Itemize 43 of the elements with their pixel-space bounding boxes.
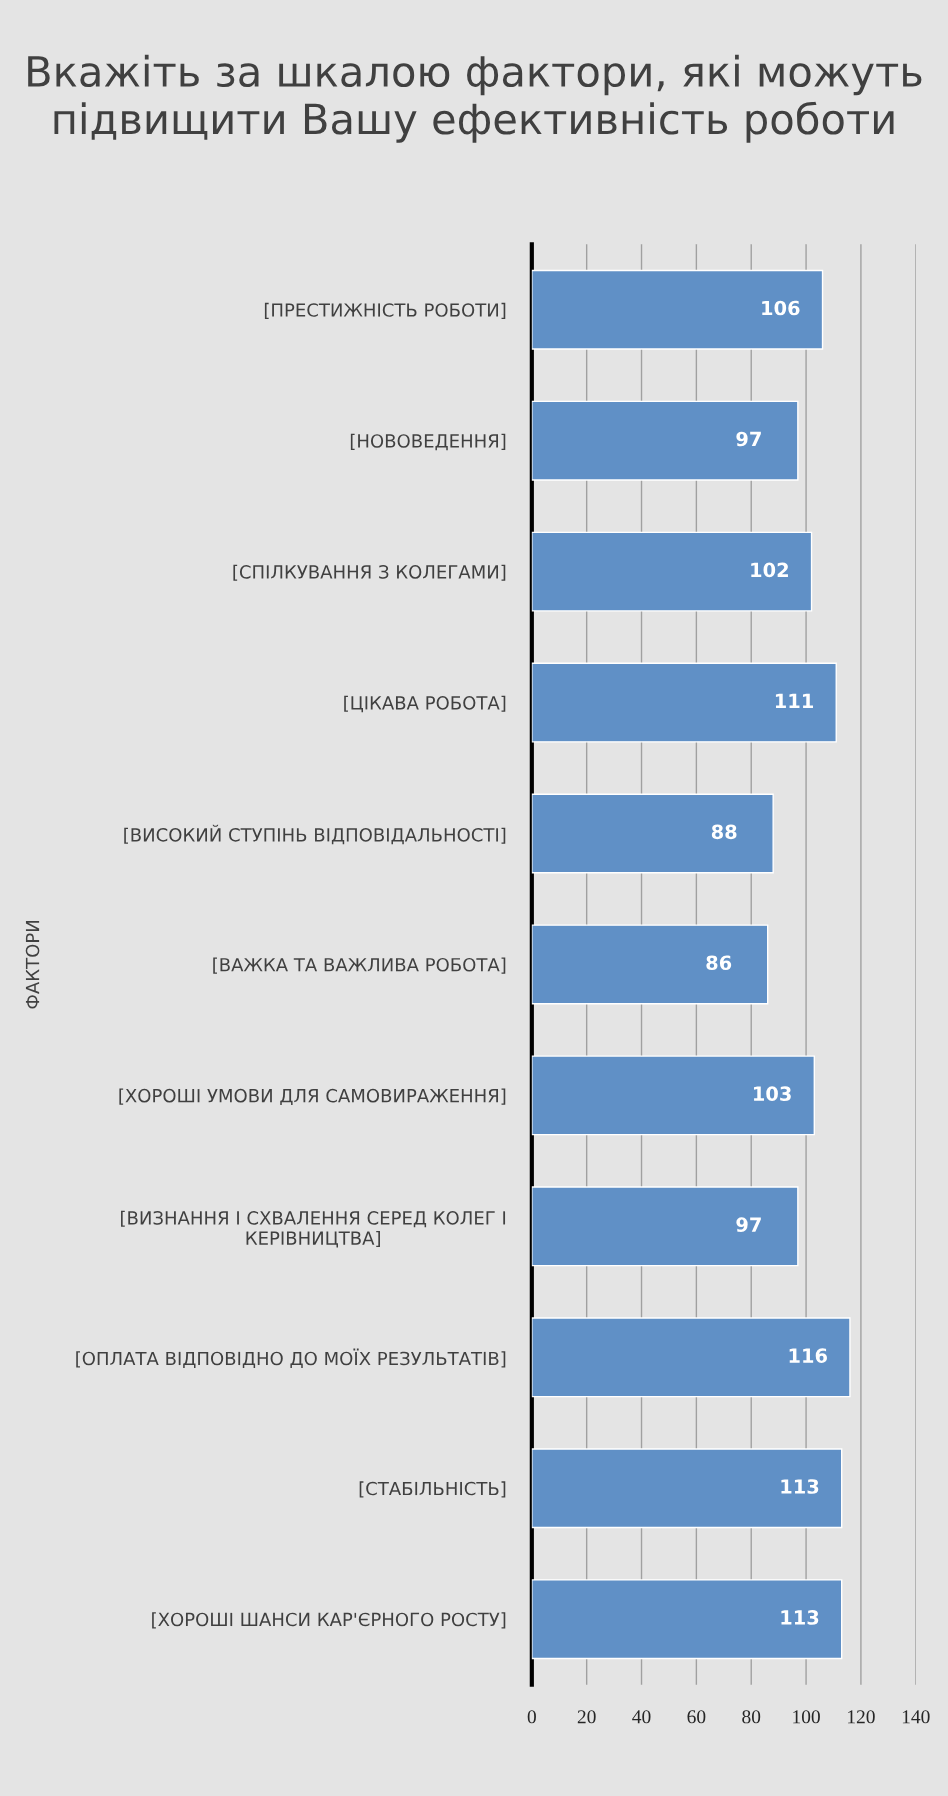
data-label: 113 [781,1479,819,1494]
bar [531,269,824,350]
x-tick-label: 40 [632,1710,651,1724]
x-tick-label: 0 [527,1710,536,1724]
data-label: 97 [736,1217,761,1232]
bar [531,1579,843,1660]
bar [531,1186,799,1267]
y-axis-title: ФАКТОРИ [25,921,40,1009]
data-label: 88 [711,824,737,840]
x-tick-label: 120 [848,1710,875,1724]
y-tick-label: [ХОРОШІ УМОВИ ДЛЯ САМОВИРАЖЕННЯ] [119,1088,506,1106]
x-tick-label: 20 [577,1710,596,1724]
x-tick-label: 60 [687,1710,706,1724]
x-tick-label: 80 [742,1710,761,1724]
data-label: 97 [736,431,761,447]
x-tick-label: 100 [793,1710,820,1724]
x-tick-label: 140 [902,1710,930,1724]
y-tick-label: [ВАЖКА ТА ВАЖЛИВА РОБОТА] [213,957,506,974]
data-label: 86 [706,955,732,971]
data-label: 106 [762,300,800,316]
y-tick-label: [ВИЗНАННЯ І СХВАЛЕННЯ СЕРЕД КОЛЕГ І КЕРІВНИЦТВА] [121,1210,506,1248]
data-label: 113 [781,1610,819,1625]
y-tick-label: [СТАБІЛЬНІСТЬ] [359,1481,506,1498]
bar [531,400,799,481]
y-tick-label: [ВИСОКИЙ СТУПІНЬ ВІДПОВІДАЛЬНОСТІ] [124,824,506,845]
y-tick-label: [ОПЛАТА ВІДПОВІДНО ДО МОЇХ РЕЗУЛЬТАТІВ] [76,1348,506,1368]
chart-title: Вкажіть за шкалою фактори, які можуть підвищити Вашу ефективність роботи [28,54,922,143]
bar [531,1448,843,1529]
bar [531,1317,851,1398]
bar [531,1055,815,1136]
y-tick-label: [ЦІКАВА РОБОТА] [344,695,506,713]
data-label: 116 [789,1348,827,1363]
bar [531,662,837,743]
data-label: 102 [751,562,788,578]
y-tick-label: [ПРЕСТИЖНІСТЬ РОБОТИ] [264,302,506,319]
bar [531,531,813,612]
data-label: 111 [775,693,813,708]
data-label: 103 [753,1086,791,1102]
y-tick-label: [СПІЛКУВАННЯ З КОЛЕГАМИ] [233,564,506,581]
bar [531,924,769,1005]
y-tick-label: [НОВОВЕДЕННЯ] [350,433,506,451]
bar [531,793,774,874]
y-tick-label: [ХОРОШІ ШАНСИ КАР'ЄРНОГО РОСТУ] [152,1612,506,1629]
